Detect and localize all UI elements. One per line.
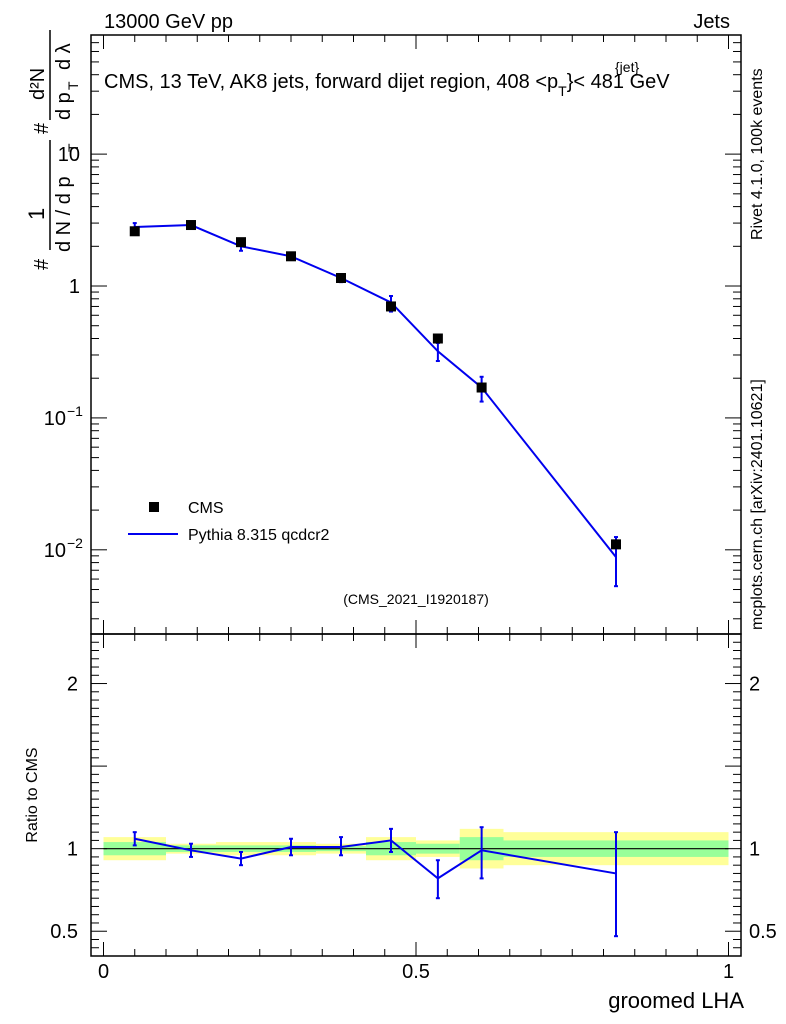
ratio-ytick-label-left: 1	[67, 839, 78, 861]
ylabel-dn: d N / d p	[53, 176, 75, 252]
ratio-ytick-label-right: 2	[749, 674, 760, 696]
main-ytick-label: 1	[69, 276, 80, 298]
main-ytick-label-exp: −1	[67, 403, 83, 419]
ylabel-dn-sub: T	[65, 143, 81, 152]
ratio-ylabel: Ratio to CMS	[24, 747, 41, 842]
legend-pythia-label: Pythia 8.315 qcdcr2	[188, 527, 330, 544]
main-ylabel: # 1 d N / d p T # d²N d p T d λ	[24, 30, 81, 270]
ratio-frame	[90, 633, 742, 957]
cms-data-point	[186, 220, 196, 231]
legend-cms-label: CMS	[188, 500, 224, 517]
x-tick-label: 0	[98, 961, 109, 983]
rivet-label: Rivet 4.1.0, 100k events	[749, 68, 766, 240]
cms-data-point	[236, 237, 246, 248]
main-ytick-label: 10	[44, 408, 66, 430]
x-tick-label: 1	[723, 961, 734, 983]
plot-title-sub: T	[558, 83, 567, 99]
main-ytick-label: 10	[58, 144, 80, 166]
plot-title-main: CMS, 13 TeV, AK8 jets, forward dijet reg…	[104, 71, 558, 93]
plot-title-tail: }< 481 GeV	[567, 71, 671, 93]
main-ytick-label-exp: −2	[67, 535, 83, 551]
main-frame	[90, 34, 742, 635]
ratio-panel: 0 0.5 1 0.5 0.5 1 1 2 2	[50, 633, 777, 983]
ylabel-hash-mid: #	[31, 122, 53, 134]
collision-label: 13000 GeV pp	[104, 11, 233, 33]
analysis-tag: (CMS_2021_I1920187)	[343, 591, 489, 607]
cms-data-point	[129, 226, 140, 237]
ratio-ytick-label-left: 2	[67, 674, 78, 696]
cms-data-point	[611, 539, 621, 550]
legend: CMS Pythia 8.315 qcdcr2	[128, 500, 330, 544]
x-tick-label: 0.5	[402, 961, 430, 983]
ratio-ytick-label-right: 1	[749, 839, 760, 861]
cms-data-point	[432, 333, 443, 344]
ylabel-dp-sub: T	[65, 81, 81, 90]
ratio-ytick-label-right: 0.5	[749, 921, 777, 943]
plot-title-sup: {jet}	[615, 59, 639, 75]
ylabel-one: 1	[24, 208, 49, 220]
ylabel-dlambda: d λ	[53, 43, 75, 70]
ratio-ytick-label-left: 0.5	[50, 921, 78, 943]
cms-data-point	[386, 301, 396, 312]
x-axis-title: groomed LHA	[608, 988, 744, 1013]
process-label: Jets	[693, 11, 730, 33]
ylabel-hash-bottom: #	[31, 258, 53, 270]
ylabel-d2n: d²N	[27, 68, 49, 100]
ylabel-dp: d p	[53, 92, 75, 120]
mcplots-label: mcplots.cern.ch [arXiv:2401.10621]	[749, 379, 766, 630]
main-ytick-label: 10	[44, 540, 66, 562]
legend-cms-marker	[149, 502, 159, 512]
cms-data-point	[286, 251, 296, 262]
cms-data-point	[336, 273, 346, 284]
cms-data-point	[476, 382, 487, 393]
plot-title: CMS, 13 TeV, AK8 jets, forward dijet reg…	[104, 71, 670, 99]
